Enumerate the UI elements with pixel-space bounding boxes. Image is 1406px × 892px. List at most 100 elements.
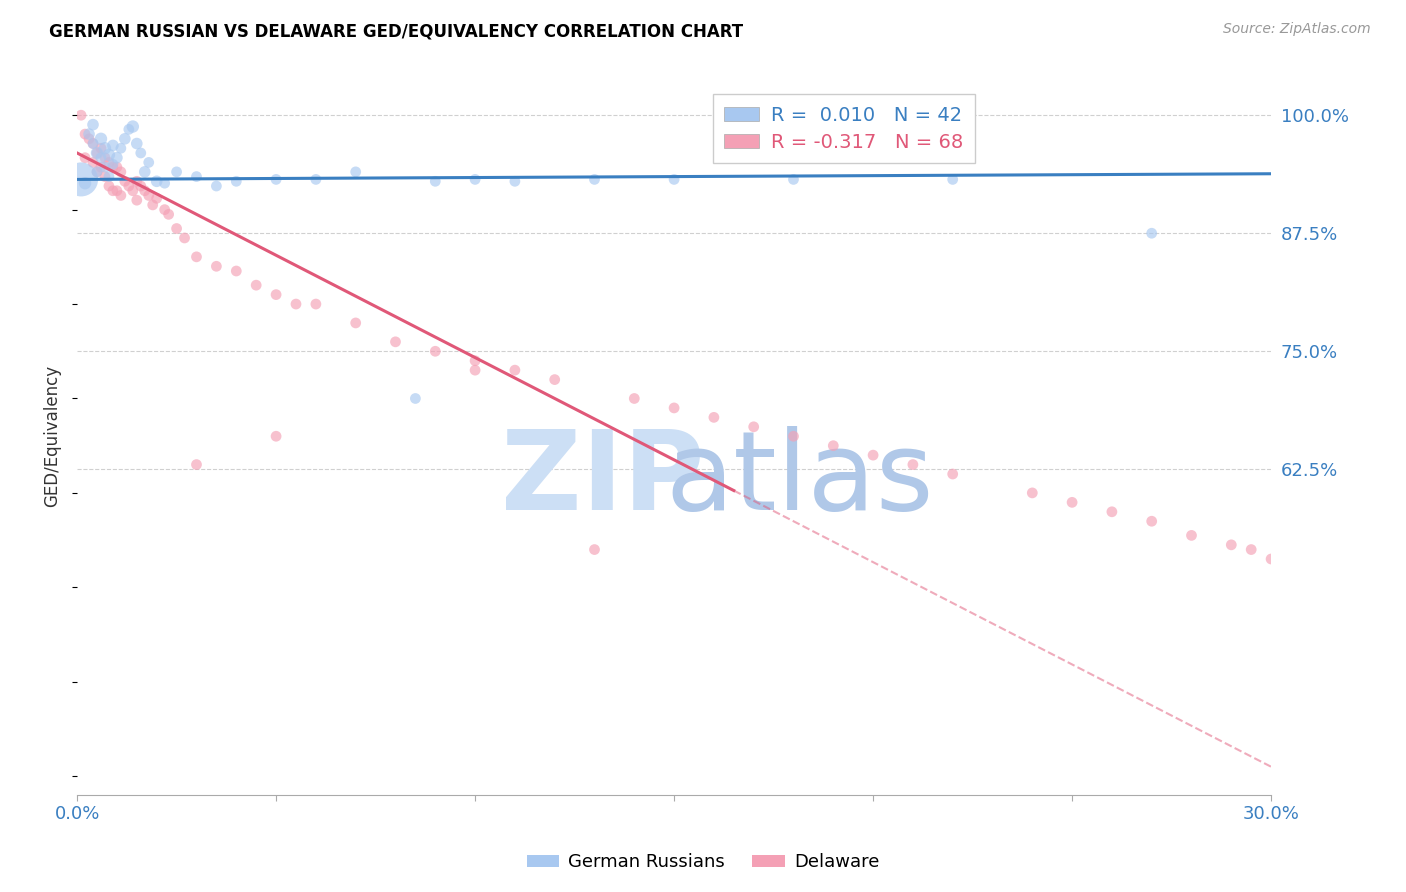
- Point: [205, 179, 228, 194]
- Point: [97, 155, 120, 169]
- Point: [264, 287, 287, 301]
- Point: [503, 174, 526, 188]
- Point: [1220, 538, 1243, 552]
- Point: [1062, 495, 1084, 509]
- Point: [344, 316, 367, 330]
- Point: [118, 179, 141, 194]
- Point: [1260, 552, 1282, 566]
- Point: [86, 146, 108, 161]
- Point: [166, 165, 188, 179]
- Point: [77, 127, 100, 141]
- Point: [73, 176, 96, 190]
- Point: [134, 184, 156, 198]
- Text: ZIP: ZIP: [501, 425, 704, 533]
- Point: [82, 136, 104, 151]
- Point: [94, 151, 117, 165]
- Point: [129, 146, 152, 161]
- Point: [125, 174, 148, 188]
- Point: [1140, 226, 1163, 240]
- Point: [225, 264, 247, 278]
- Point: [90, 132, 112, 146]
- Point: [105, 184, 128, 198]
- Point: [823, 439, 845, 453]
- Point: [77, 132, 100, 146]
- Point: [1240, 542, 1263, 557]
- Point: [70, 172, 93, 186]
- Point: [157, 207, 180, 221]
- Point: [114, 132, 136, 146]
- Point: [90, 141, 112, 155]
- Point: [173, 231, 195, 245]
- Point: [703, 410, 725, 425]
- Point: [425, 344, 447, 359]
- Text: GERMAN RUSSIAN VS DELAWARE GED/EQUIVALENCY CORRELATION CHART: GERMAN RUSSIAN VS DELAWARE GED/EQUIVALEN…: [49, 22, 744, 40]
- Point: [1101, 505, 1123, 519]
- Point: [166, 221, 188, 235]
- Point: [503, 363, 526, 377]
- Point: [86, 165, 108, 179]
- Point: [101, 160, 124, 174]
- Point: [97, 169, 120, 184]
- Point: [205, 260, 228, 274]
- Point: [782, 172, 804, 186]
- Point: [153, 176, 176, 190]
- Point: [94, 160, 117, 174]
- Point: [662, 401, 685, 415]
- Point: [86, 165, 108, 179]
- Point: [73, 127, 96, 141]
- Point: [142, 198, 165, 212]
- Legend: German Russians, Delaware: German Russians, Delaware: [520, 847, 886, 879]
- Text: Source: ZipAtlas.com: Source: ZipAtlas.com: [1223, 22, 1371, 37]
- Point: [384, 334, 406, 349]
- Point: [862, 448, 884, 462]
- Point: [464, 172, 486, 186]
- Point: [121, 184, 143, 198]
- Point: [73, 151, 96, 165]
- Point: [118, 122, 141, 136]
- Point: [125, 136, 148, 151]
- Point: [942, 172, 965, 186]
- Point: [662, 172, 685, 186]
- Y-axis label: GED/Equivalency: GED/Equivalency: [44, 365, 60, 508]
- Point: [90, 151, 112, 165]
- Point: [82, 136, 104, 151]
- Point: [90, 160, 112, 174]
- Point: [121, 120, 143, 134]
- Point: [901, 458, 924, 472]
- Legend: R =  0.010   N = 42, R = -0.317   N = 68: R = 0.010 N = 42, R = -0.317 N = 68: [713, 95, 974, 163]
- Text: atlas: atlas: [665, 425, 934, 533]
- Point: [245, 278, 267, 293]
- Point: [285, 297, 308, 311]
- Point: [264, 172, 287, 186]
- Point: [145, 191, 167, 205]
- Point: [544, 373, 567, 387]
- Point: [264, 429, 287, 443]
- Point: [114, 174, 136, 188]
- Point: [145, 174, 167, 188]
- Point: [70, 108, 93, 122]
- Point: [101, 184, 124, 198]
- Point: [583, 542, 606, 557]
- Point: [186, 169, 208, 184]
- Point: [225, 174, 247, 188]
- Point: [94, 169, 117, 184]
- Point: [344, 165, 367, 179]
- Point: [186, 458, 208, 472]
- Point: [110, 165, 132, 179]
- Point: [105, 160, 128, 174]
- Point: [583, 172, 606, 186]
- Point: [186, 250, 208, 264]
- Point: [110, 141, 132, 155]
- Point: [101, 138, 124, 153]
- Point: [82, 118, 104, 132]
- Point: [782, 429, 804, 443]
- Point: [110, 188, 132, 202]
- Point: [86, 146, 108, 161]
- Point: [464, 353, 486, 368]
- Point: [153, 202, 176, 217]
- Point: [404, 392, 426, 406]
- Point: [105, 151, 128, 165]
- Point: [425, 174, 447, 188]
- Point: [138, 188, 160, 202]
- Point: [101, 157, 124, 171]
